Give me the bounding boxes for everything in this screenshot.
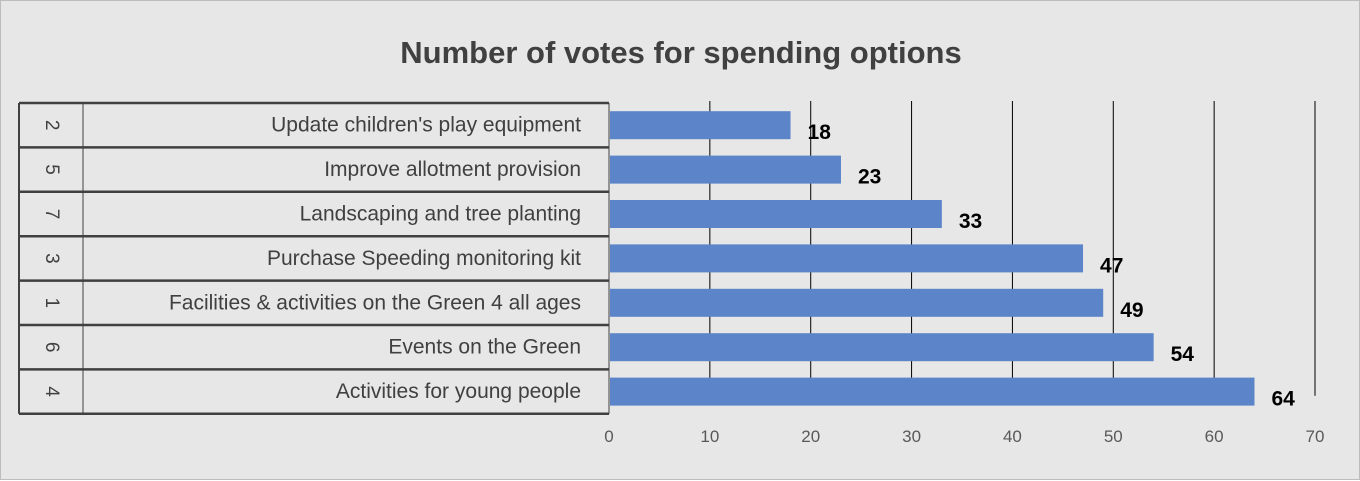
value-label-3: 33 bbox=[959, 210, 982, 233]
category-label-7: Activities for young people bbox=[336, 380, 581, 403]
value-label-5: 49 bbox=[1120, 299, 1143, 322]
category-code-6: 6 bbox=[41, 342, 62, 353]
category-code-3: 7 bbox=[41, 209, 62, 220]
category-label-6: Events on the Green bbox=[388, 336, 581, 359]
category-label-4: Purchase Speeding monitoring kit bbox=[267, 247, 581, 270]
value-label-6: 54 bbox=[1171, 343, 1195, 366]
category-code-2: 5 bbox=[41, 164, 62, 175]
category-code-1: 2 bbox=[41, 120, 62, 131]
bar-7 bbox=[610, 377, 1255, 406]
value-label-4: 47 bbox=[1100, 254, 1123, 277]
category-label-5: Facilities & activities on the Green 4 a… bbox=[169, 291, 581, 314]
x-tick-label-20: 20 bbox=[801, 427, 820, 446]
value-label-2: 23 bbox=[858, 166, 881, 189]
bar-2 bbox=[610, 155, 841, 184]
chart-title: Number of votes for spending options bbox=[400, 35, 962, 70]
x-tick-label-0: 0 bbox=[604, 427, 613, 446]
x-tick-label-30: 30 bbox=[902, 427, 921, 446]
bar-5 bbox=[610, 288, 1104, 317]
x-tick-label-70: 70 bbox=[1306, 427, 1325, 446]
value-label-7: 64 bbox=[1271, 388, 1295, 411]
x-tick-label-60: 60 bbox=[1205, 427, 1224, 446]
category-code-5: 1 bbox=[41, 298, 62, 309]
bar-4 bbox=[610, 244, 1084, 273]
category-label-2: Improve allotment provision bbox=[324, 158, 581, 181]
bar-1 bbox=[610, 111, 791, 140]
bar-6 bbox=[610, 333, 1154, 362]
category-code-7: 4 bbox=[41, 386, 62, 397]
category-code-4: 3 bbox=[41, 253, 62, 264]
category-label-1: Update children's play equipment bbox=[271, 114, 581, 137]
value-label-1: 18 bbox=[808, 121, 832, 144]
x-tick-label-50: 50 bbox=[1104, 427, 1123, 446]
x-tick-label-10: 10 bbox=[700, 427, 719, 446]
x-tick-label-40: 40 bbox=[1003, 427, 1022, 446]
bar-3 bbox=[610, 200, 942, 228]
category-label-3: Landscaping and tree planting bbox=[300, 203, 581, 226]
